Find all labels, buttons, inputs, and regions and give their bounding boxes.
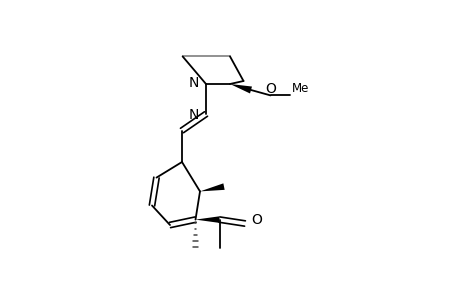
- Text: Me: Me: [291, 82, 308, 95]
- Polygon shape: [230, 84, 252, 94]
- Text: O: O: [251, 213, 261, 227]
- Polygon shape: [195, 216, 219, 223]
- Text: N: N: [189, 76, 199, 90]
- Polygon shape: [200, 183, 224, 191]
- Text: O: O: [265, 82, 276, 96]
- Text: N: N: [189, 108, 199, 122]
